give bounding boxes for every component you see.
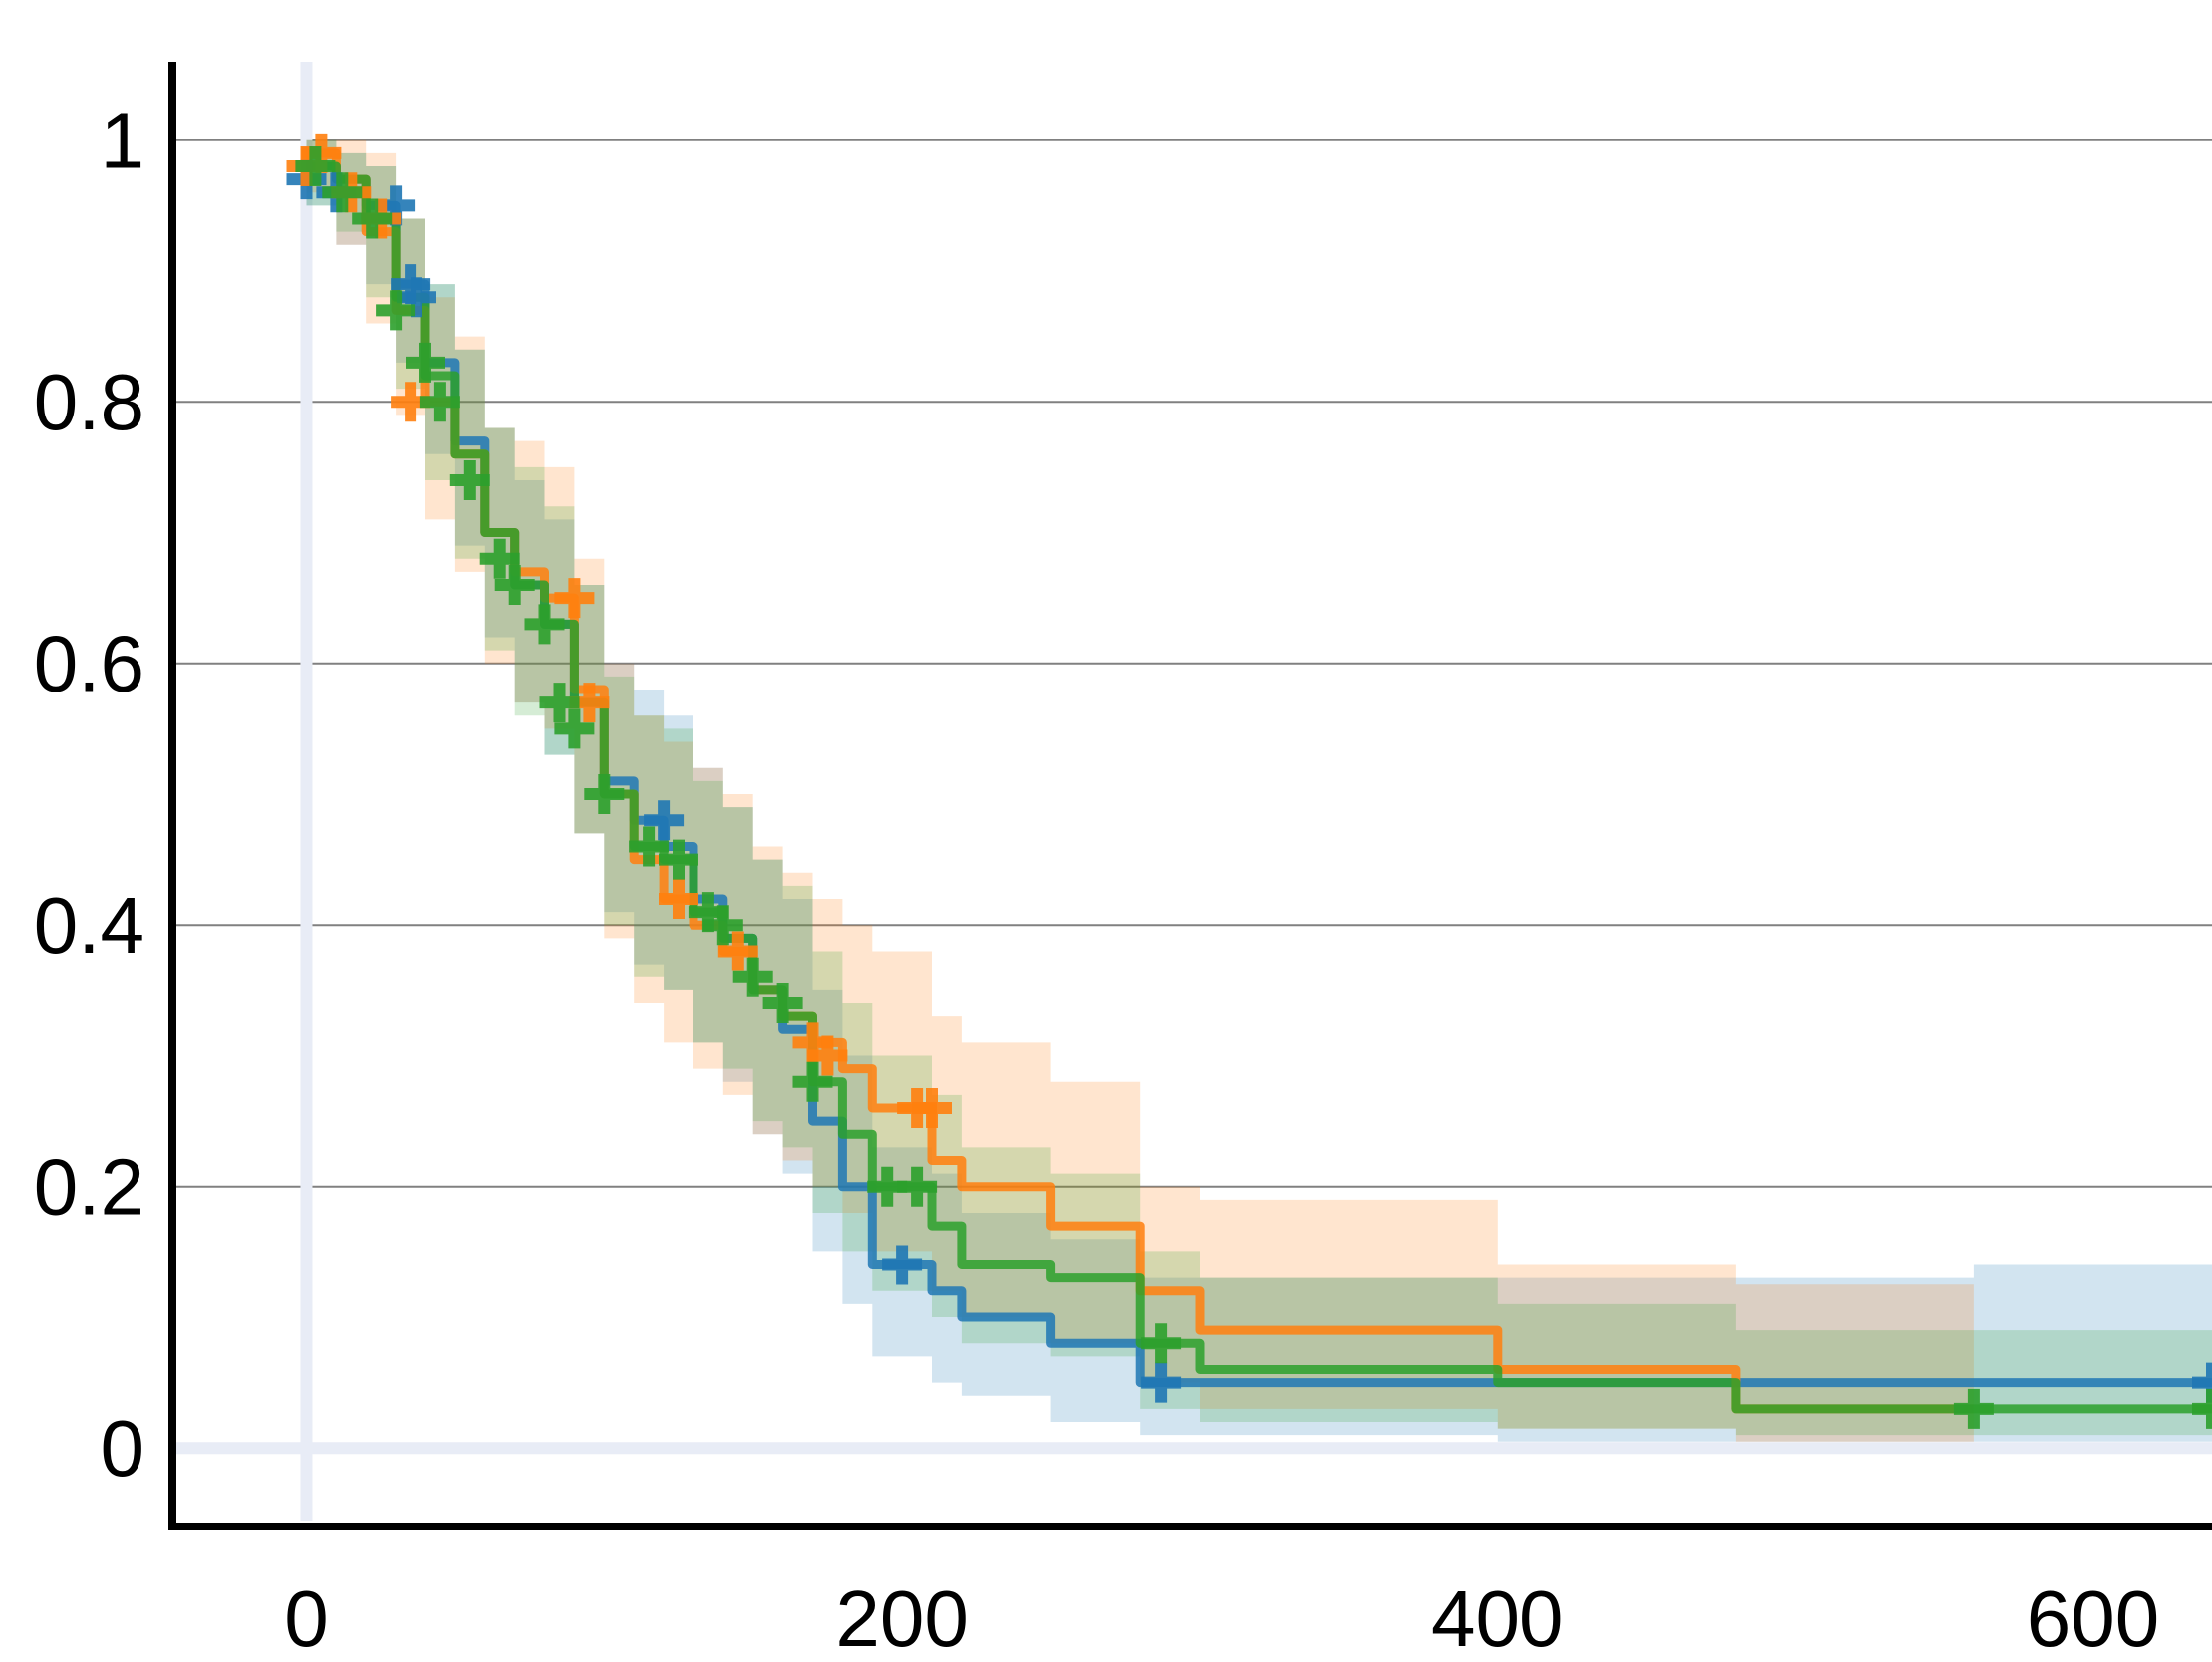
y-tick-label: 0.4 <box>34 881 144 970</box>
censor-marker-2-7 <box>479 538 520 579</box>
tick-labels: 0 0.2 0.4 0.6 0.8 1 0 200 400 600 <box>34 96 2159 1662</box>
censor-marker-0-8 <box>2192 1362 2212 1403</box>
y-tick-label: 0 <box>101 1404 145 1493</box>
censor-marker-0-4 <box>397 277 436 318</box>
confidence-band-1 <box>306 139 1974 1442</box>
x-tick-label: 600 <box>2027 1574 2159 1662</box>
censor-marker-1-8 <box>717 931 758 971</box>
censor-marker-2-23 <box>1953 1388 1994 1429</box>
censor-marker-1-7 <box>659 879 698 919</box>
censor-marker-1-5 <box>554 578 595 619</box>
censor-marker-2-17 <box>732 957 773 997</box>
confidence-band-0 <box>306 139 2212 1442</box>
censor-marker-2-16 <box>702 905 743 946</box>
x-tick-label: 400 <box>1431 1574 1563 1662</box>
censor-marker-2-6 <box>449 460 490 500</box>
censor-marker-2-18 <box>762 983 803 1023</box>
censor-marker-2-11 <box>554 708 595 749</box>
censor-marker-2-9 <box>524 604 565 645</box>
censor-marker-2-12 <box>584 774 625 814</box>
censor-marker-0-7 <box>1141 1362 1182 1403</box>
y-tick-label: 0.6 <box>34 619 144 707</box>
censor-marker-2-19 <box>792 1061 833 1102</box>
confidence-bands <box>306 139 2212 1442</box>
censor-marker-2-5 <box>419 382 460 422</box>
censor-markers <box>286 133 2212 1429</box>
grid-layer <box>172 62 2212 1521</box>
x-tick-label: 200 <box>835 1574 968 1662</box>
censor-marker-0-6 <box>882 1245 923 1285</box>
censor-marker-2-10 <box>539 683 580 723</box>
censor-marker-2-4 <box>406 342 445 383</box>
censor-marker-2-13 <box>629 826 670 867</box>
x-tick-label: 0 <box>284 1574 329 1662</box>
censor-marker-1-12 <box>912 1088 952 1128</box>
y-tick-label: 1 <box>101 96 145 184</box>
censor-marker-2-1 <box>322 172 363 213</box>
censor-marker-2-22 <box>1141 1323 1182 1364</box>
y-tick-label: 0.8 <box>34 358 144 446</box>
censor-marker-0-5 <box>644 800 685 841</box>
censor-marker-2-8 <box>494 565 535 605</box>
censor-marker-2-14 <box>659 839 698 880</box>
axes <box>168 62 2212 1530</box>
censor-marker-2-21 <box>897 1166 938 1207</box>
censor-marker-2-3 <box>376 290 416 331</box>
y-tick-label: 0.2 <box>34 1142 144 1231</box>
censor-marker-2-0 <box>295 146 336 186</box>
censor-marker-2-24 <box>2192 1388 2212 1429</box>
censor-marker-1-10 <box>807 1035 848 1076</box>
confidence-band-2 <box>306 139 2212 1436</box>
censor-marker-2-2 <box>352 198 393 239</box>
